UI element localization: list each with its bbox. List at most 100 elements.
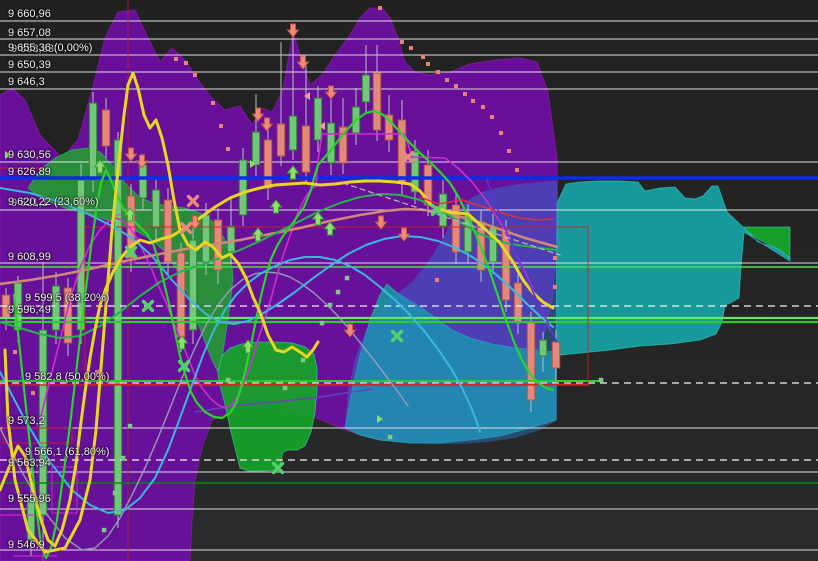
candle-up <box>238 159 248 216</box>
indicator-dot-green <box>127 423 133 429</box>
close-signal-green-icon <box>124 245 138 259</box>
sar-dot <box>445 78 449 82</box>
candle-up <box>361 74 371 103</box>
candle-down <box>163 199 173 263</box>
triangle-left-icon <box>319 122 325 130</box>
close-signal-green-icon <box>271 461 285 475</box>
candle-up <box>188 239 198 331</box>
candle-up <box>38 329 48 516</box>
candle-up <box>313 97 323 141</box>
sar-dot <box>490 115 494 119</box>
candle-down <box>451 204 461 253</box>
sar-dot <box>400 40 404 44</box>
sar-dot <box>184 61 188 65</box>
candle-up <box>201 214 211 263</box>
candle-up <box>538 339 548 357</box>
candle-down <box>384 114 394 141</box>
candle-down <box>276 123 286 157</box>
candle-down <box>551 341 561 369</box>
magenta-line <box>39 133 551 421</box>
sar-dot <box>219 124 223 128</box>
yellow-slow <box>0 179 555 548</box>
sell-arrow-icon <box>324 85 338 100</box>
indicator-dot-green <box>101 527 107 533</box>
sar-dot <box>31 391 35 395</box>
sar-dot <box>211 101 215 105</box>
gray-trendline <box>342 182 561 256</box>
candle-down <box>263 139 273 189</box>
buy-arrow-icon <box>241 339 255 354</box>
kumo-teal-main <box>555 180 791 356</box>
buy-arrow-icon <box>123 207 137 222</box>
sar-dot <box>553 256 557 260</box>
cyan-upper <box>0 187 554 328</box>
buy-arrow-icon <box>251 227 265 242</box>
sell-arrow-icon <box>286 23 300 38</box>
candle-down <box>301 125 311 173</box>
sar-dot <box>226 147 230 151</box>
indicator-dot-green <box>112 490 118 496</box>
cyan-lower <box>0 256 481 514</box>
green-fast-left <box>12 168 108 560</box>
sar-dot <box>463 92 467 96</box>
close-signal-green-icon <box>390 329 404 343</box>
triangle-right-icon <box>377 415 383 423</box>
sar-dot <box>174 57 178 61</box>
yellow-fast <box>3 71 320 554</box>
indicator-dot-green <box>120 455 126 461</box>
candle-up <box>226 225 236 253</box>
buy-arrow-icon <box>269 199 283 214</box>
sell-arrow-icon <box>374 215 388 230</box>
indigo-under <box>194 388 373 413</box>
kumo-teal-wedge <box>344 283 557 444</box>
cloud-green-right <box>742 226 791 260</box>
green-fast <box>104 109 555 420</box>
sar-dot <box>507 149 511 153</box>
sar-dot <box>409 46 413 50</box>
triangle-right-icon <box>250 160 256 168</box>
close-signal-green-icon <box>430 203 444 217</box>
candle-down <box>372 72 382 131</box>
indicator-dot-green <box>225 377 231 383</box>
sar-dot <box>426 62 430 66</box>
sar-dot <box>471 99 475 103</box>
cloud-green-dip <box>217 341 318 472</box>
candle-up <box>288 115 298 151</box>
sar-dot <box>95 370 99 374</box>
indicator-dot-green <box>598 377 604 383</box>
candle-down <box>101 109 111 147</box>
sar-dot <box>378 6 382 10</box>
indicator-dot-green <box>282 385 288 391</box>
indicator-dot-green <box>327 302 333 308</box>
candle-up <box>26 497 36 541</box>
candle-up <box>88 102 98 181</box>
indicator-dot-green <box>335 289 341 295</box>
sell-arrow-icon <box>188 215 202 230</box>
buy-arrow-icon <box>93 159 107 174</box>
sar-dot <box>13 350 17 354</box>
candle-up <box>326 122 336 164</box>
buy-arrow-icon <box>323 221 337 236</box>
triangle-left-icon <box>304 92 310 100</box>
sar-dot <box>421 55 425 59</box>
candle-down <box>63 287 73 344</box>
sar-dot <box>499 131 503 135</box>
close-signal-green-icon <box>141 299 155 313</box>
sar-dot <box>435 278 439 282</box>
sell-arrow-icon <box>135 154 149 169</box>
candle-up <box>51 285 61 331</box>
candle-up <box>251 131 261 166</box>
sell-arrow-icon <box>251 107 265 122</box>
close-signal-red-icon <box>401 150 415 164</box>
indicator-dot-green <box>300 357 306 363</box>
candle-up <box>151 189 161 229</box>
close-signal-red-icon <box>179 221 193 235</box>
candle-down <box>338 126 348 164</box>
sell-arrow-icon <box>296 55 310 70</box>
buy-arrow-icon <box>286 165 300 180</box>
candle-down <box>513 282 523 323</box>
candle-up <box>113 139 123 516</box>
candle-down <box>176 252 186 338</box>
